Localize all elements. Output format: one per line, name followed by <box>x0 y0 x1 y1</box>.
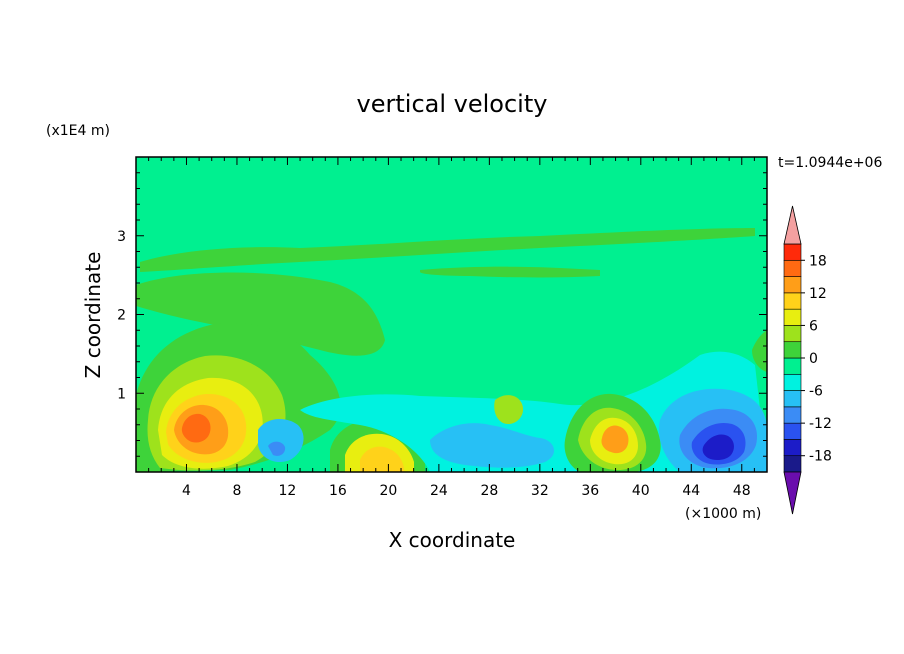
colorbar-bin <box>783 373 802 391</box>
colorbar-label: 6 <box>809 318 818 334</box>
y-tick-label: 2 <box>117 308 126 324</box>
colorbar-label: -6 <box>809 384 823 400</box>
colorbar-label: -18 <box>809 449 832 465</box>
contour-upper-green <box>136 272 385 356</box>
chart-title: vertical velocity <box>357 90 548 118</box>
colorbar-bin <box>783 357 802 375</box>
x-tick-label: 40 <box>632 483 650 499</box>
time-label: t=1.0944e+06 <box>778 155 882 171</box>
colorbar-bin <box>783 308 802 326</box>
x-tick-label: 28 <box>480 483 498 499</box>
x-axis: 4 8 12 16 20 24 28 32 36 40 44 48 <box>148 157 755 499</box>
x-tick-label: 48 <box>733 483 751 499</box>
colorbar-upper-arrow <box>783 205 802 245</box>
colorbar-bin <box>783 439 802 457</box>
x-tick-label: 24 <box>430 483 448 499</box>
colorbar-label: -12 <box>809 416 832 432</box>
contour-center-green <box>494 395 524 424</box>
colorbar-bin <box>783 292 802 310</box>
contour-center-blue <box>430 423 555 468</box>
colorbar-label: 18 <box>809 253 827 269</box>
colorbar-bin <box>783 259 802 277</box>
y-axis-label: Z coordinate <box>81 252 105 379</box>
y-unit-label: (x1E4 m) <box>46 123 110 139</box>
contour-band-3km <box>140 228 755 272</box>
y-tick-label: 1 <box>117 386 126 402</box>
x-tick-label: 8 <box>232 483 241 499</box>
colorbar-bin <box>783 455 802 473</box>
colorbar: 18 12 6 0 -6 -12 -18 <box>783 205 832 515</box>
plot-area <box>136 157 767 472</box>
colorbar-bin <box>783 325 802 343</box>
colorbar-bin <box>783 390 802 408</box>
contour-band-25 <box>420 266 600 278</box>
colorbar-bin <box>783 341 802 359</box>
colorbar-bin <box>783 406 802 424</box>
colorbar-label: 12 <box>809 286 827 302</box>
contour-blue-12a <box>258 418 304 463</box>
contour-blue-12b <box>268 441 286 456</box>
x-tick-label: 44 <box>682 483 700 499</box>
y-axis: 1 2 3 <box>117 172 767 457</box>
colorbar-bin <box>783 243 802 261</box>
colorbar-label: 0 <box>809 351 818 367</box>
y-tick-label: 3 <box>117 229 126 245</box>
colorbar-lower-arrow <box>783 471 802 515</box>
colorbar-bin <box>783 422 802 440</box>
colorbar-bin <box>783 276 802 294</box>
x-unit-label: (×1000 m) <box>685 506 761 522</box>
x-tick-label: 12 <box>279 483 297 499</box>
contour-mid-gold <box>360 446 404 472</box>
contour-down-core <box>702 434 734 461</box>
x-tick-label: 4 <box>182 483 191 499</box>
contour-right-orange <box>601 425 629 454</box>
x-tick-label: 36 <box>581 483 599 499</box>
x-axis-label: X coordinate <box>389 528 516 552</box>
x-tick-label: 20 <box>379 483 397 499</box>
x-tick-label: 16 <box>329 483 347 499</box>
x-tick-label: 32 <box>531 483 549 499</box>
contour-left-core <box>181 413 211 443</box>
